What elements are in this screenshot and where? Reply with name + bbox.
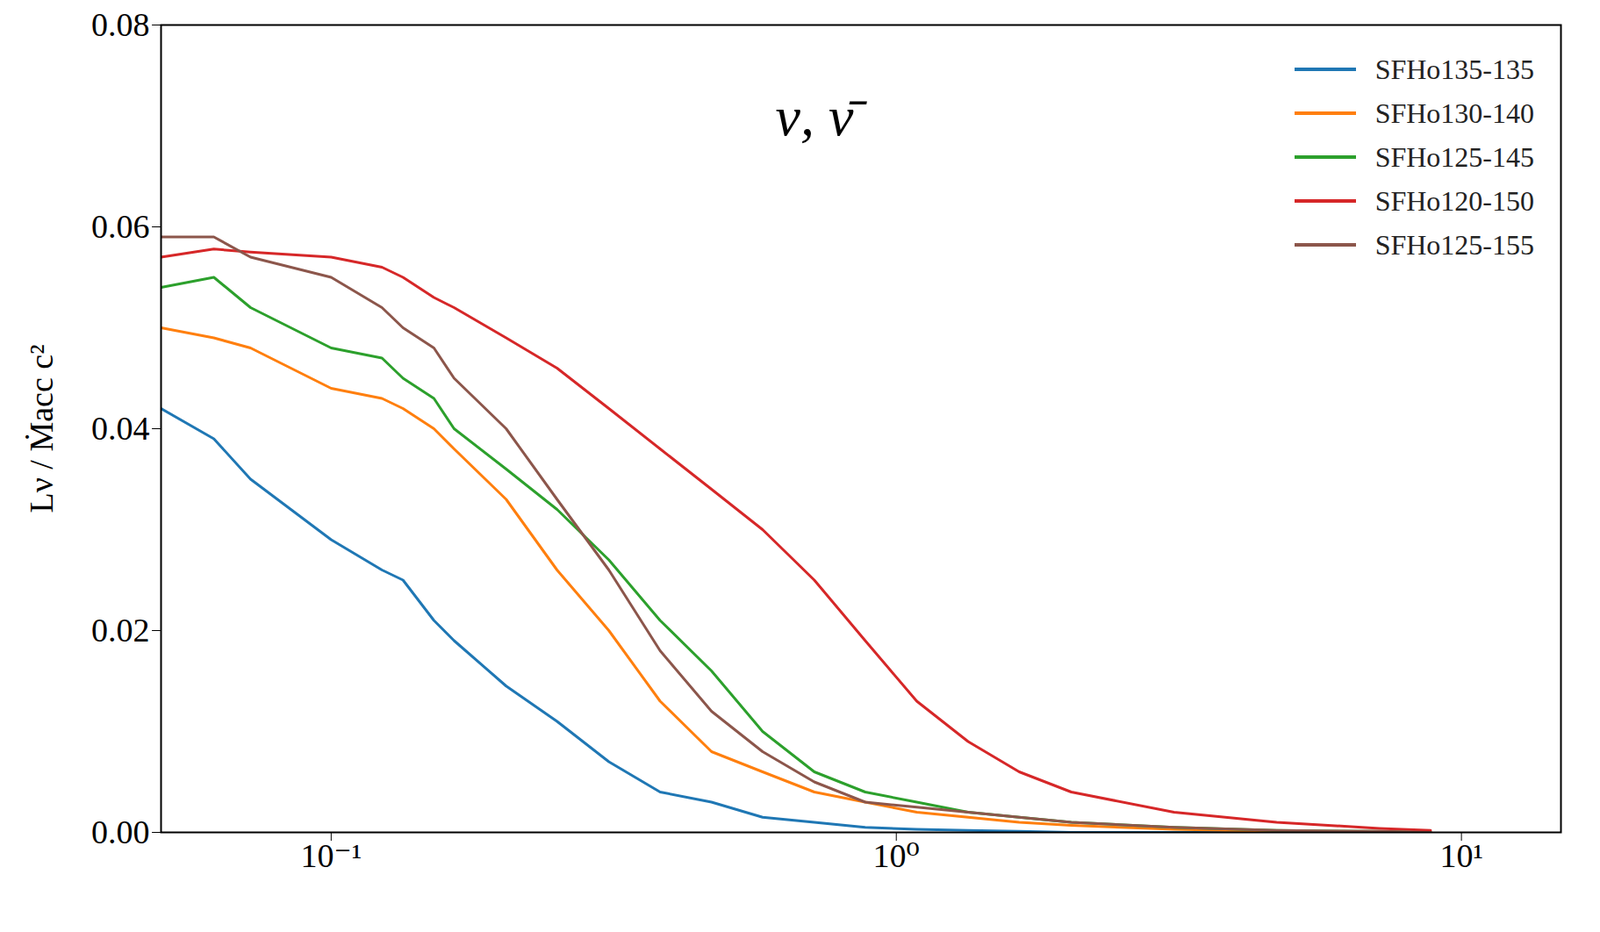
- svg-text:0.02: 0.02: [91, 611, 151, 649]
- html-text:SFHo135-135: SFHo135-135: [1374, 53, 1535, 85]
- svg-text:10⁰: 10⁰: [873, 837, 920, 875]
- svg-text:0.00: 0.00: [91, 813, 151, 851]
- svg-text:Lν / Ṁacc c²: Lν / Ṁacc c²: [22, 344, 60, 513]
- html-text:SFHo130-140: SFHo130-140: [1374, 96, 1535, 129]
- html-text:SFHo120-150: SFHo120-150: [1374, 184, 1535, 217]
- svg-text:10¹: 10¹: [1439, 837, 1483, 875]
- html-text:SFHo125-145: SFHo125-145: [1374, 140, 1535, 173]
- svg-text:ν, ν̄: ν, ν̄: [775, 85, 869, 148]
- svg-text:10⁻¹: 10⁻¹: [301, 837, 362, 875]
- html-text:SFHo125-155: SFHo125-155: [1374, 228, 1535, 261]
- svg-text:0.08: 0.08: [91, 7, 151, 44]
- svg-text:0.06: 0.06: [91, 208, 151, 245]
- svg-text:0.04: 0.04: [91, 409, 151, 447]
